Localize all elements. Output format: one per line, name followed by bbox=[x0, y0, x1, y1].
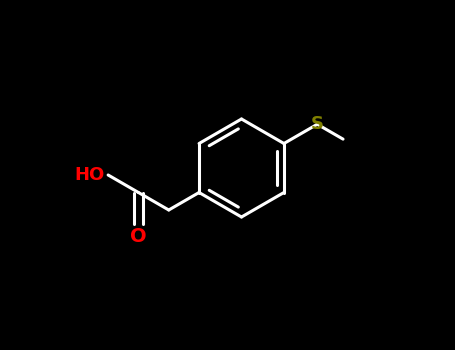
Text: S: S bbox=[311, 115, 324, 133]
Text: HO: HO bbox=[74, 166, 105, 184]
Text: O: O bbox=[130, 228, 147, 246]
